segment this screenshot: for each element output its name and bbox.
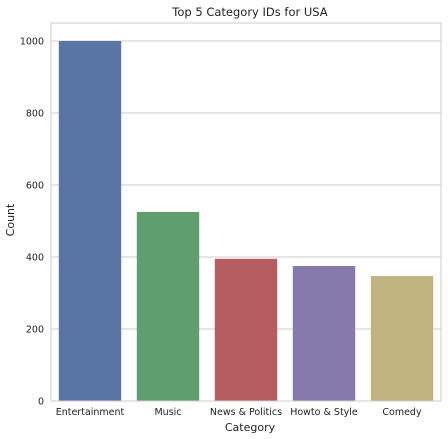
y-tick-label: 600 <box>26 181 44 192</box>
x-axis-label: Category <box>225 421 276 434</box>
bar <box>370 276 434 401</box>
x-tick-label: Entertainment <box>56 407 125 418</box>
y-tick-label: 200 <box>26 325 44 336</box>
y-axis-label: Count <box>4 203 17 236</box>
bar <box>214 258 278 401</box>
x-tick-label: News & Politics <box>210 407 282 418</box>
plot-frame <box>50 22 442 402</box>
chart-title: Top 5 Category IDs for USA <box>171 5 328 19</box>
bars <box>58 41 434 401</box>
y-tick-label: 400 <box>26 253 44 264</box>
x-tick-labels: Entertainment Music News & Politics Howto &… <box>56 407 422 418</box>
y-tick-label: 800 <box>26 109 44 120</box>
bar <box>58 41 122 401</box>
y-tick-label: 1000 <box>20 37 44 48</box>
bar <box>136 212 200 401</box>
x-tick-label: Music <box>154 407 181 418</box>
bar <box>292 266 356 401</box>
y-tick-labels: 0 200 400 600 800 1000 <box>20 37 44 408</box>
y-tick-label: 0 <box>38 397 44 408</box>
x-tick-label: Comedy <box>382 407 422 418</box>
x-tick-label: Howto & Style <box>290 407 358 418</box>
